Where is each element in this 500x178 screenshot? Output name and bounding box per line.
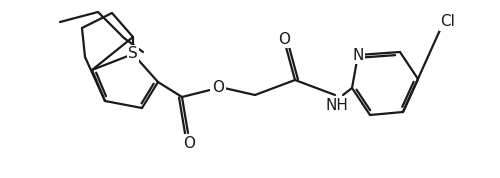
- Text: N: N: [352, 48, 364, 62]
- Text: S: S: [128, 46, 138, 62]
- Text: O: O: [183, 135, 195, 151]
- Text: O: O: [278, 32, 290, 46]
- Text: O: O: [212, 80, 224, 96]
- Text: NH: NH: [326, 98, 348, 112]
- Text: Cl: Cl: [440, 14, 456, 30]
